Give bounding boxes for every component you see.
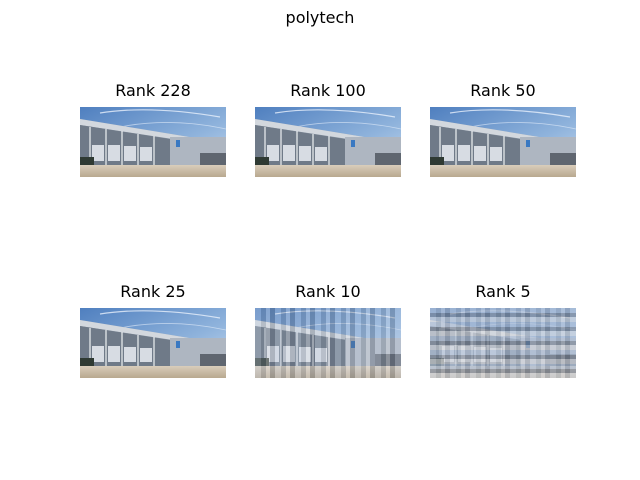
panel-title: Rank 5 [475, 282, 531, 301]
photo-polytech-rank-228 [80, 107, 226, 177]
panel-title: Rank 228 [115, 81, 191, 100]
photo-polytech-rank-100 [255, 107, 401, 177]
photo-polytech-rank-25 [80, 308, 226, 378]
photo-polytech-rank-10 [255, 308, 401, 378]
panel-title: Rank 25 [120, 282, 186, 301]
figure-title: polytech [285, 8, 355, 27]
panel-title: Rank 10 [295, 282, 361, 301]
panel-title: Rank 100 [290, 81, 366, 100]
photo-polytech-rank-50 [430, 107, 576, 177]
photo-polytech-rank-5 [430, 308, 576, 378]
panel-title: Rank 50 [470, 81, 536, 100]
